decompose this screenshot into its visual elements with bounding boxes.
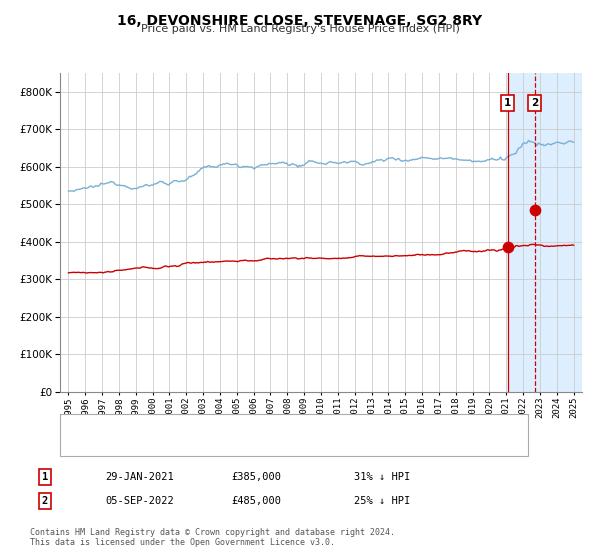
Point (530, 206, 539, 214)
Text: 2: 2 (531, 98, 538, 108)
Text: ─────: ───── (69, 441, 98, 451)
Bar (508, 73, 599, 392)
Text: £485,000: £485,000 (231, 496, 281, 506)
Text: 1: 1 (42, 472, 48, 482)
Text: Contains HM Land Registry data © Crown copyright and database right 2024.
This d: Contains HM Land Registry data © Crown c… (30, 528, 395, 547)
Text: HPI: Average price, detached house, Stevenage: HPI: Average price, detached house, Stev… (105, 441, 370, 451)
Text: Price paid vs. HM Land Registry's House Price Index (HPI): Price paid vs. HM Land Registry's House … (140, 24, 460, 34)
Text: 16, DEVONSHIRE CLOSE, STEVENAGE, SG2 8RY: 16, DEVONSHIRE CLOSE, STEVENAGE, SG2 8RY (118, 14, 482, 28)
Text: 25% ↓ HPI: 25% ↓ HPI (354, 496, 410, 506)
Text: 2: 2 (42, 496, 48, 506)
Text: 31% ↓ HPI: 31% ↓ HPI (354, 472, 410, 482)
Text: 16, DEVONSHIRE CLOSE, STEVENAGE, SG2 8RY (detached house): 16, DEVONSHIRE CLOSE, STEVENAGE, SG2 8RY… (105, 421, 440, 431)
Point (503, 243, 512, 252)
Text: 29-JAN-2021: 29-JAN-2021 (105, 472, 174, 482)
Text: ─────: ───── (69, 421, 98, 431)
Text: 1: 1 (504, 98, 511, 108)
Text: £385,000: £385,000 (231, 472, 281, 482)
Text: 05-SEP-2022: 05-SEP-2022 (105, 496, 174, 506)
